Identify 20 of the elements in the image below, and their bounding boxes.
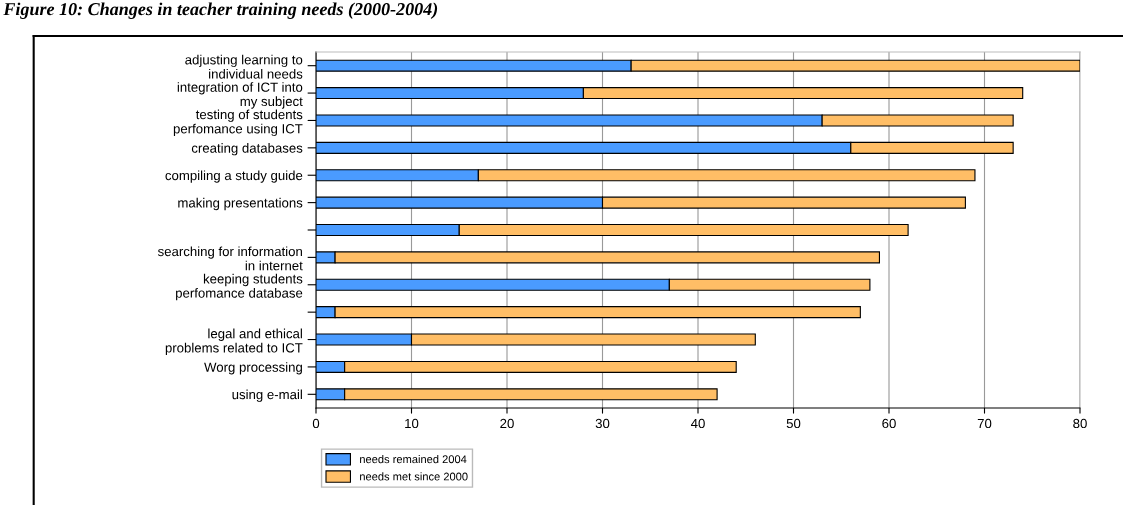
y-tick-label: compiling a study guide: [165, 170, 303, 183]
x-tick-label: 80: [1073, 418, 1087, 429]
y-tick-label: making presentations: [178, 197, 303, 211]
x-tick-label: 20: [500, 418, 514, 429]
x-tick-label: 10: [405, 418, 419, 429]
x-tick-label: 0: [312, 418, 320, 429]
legend-label: needs met since 2000: [360, 472, 468, 481]
x-tick-label: 50: [786, 418, 801, 429]
x-tick-label: 40: [690, 418, 705, 429]
y-tick-label: using e-mail: [232, 389, 302, 402]
x-tick-label: 70: [977, 418, 992, 429]
legend-label: needs remained 2004: [360, 454, 467, 464]
y-tick-label: testing of students perfomance using ICT: [173, 109, 303, 137]
y-tick-label: keeping students perfomance database: [176, 273, 303, 301]
x-tick-label: 30: [595, 418, 610, 429]
y-tick-label: legal and ethical problems related to ICT: [165, 328, 303, 356]
y-tick-label: creating databases: [191, 143, 303, 156]
x-tick-label: 60: [882, 418, 896, 429]
y-tick-label: Worg processing: [204, 362, 302, 375]
chart-title: Figure 10: Changes in teacher training needs (2000-2004): [3, 2, 438, 19]
